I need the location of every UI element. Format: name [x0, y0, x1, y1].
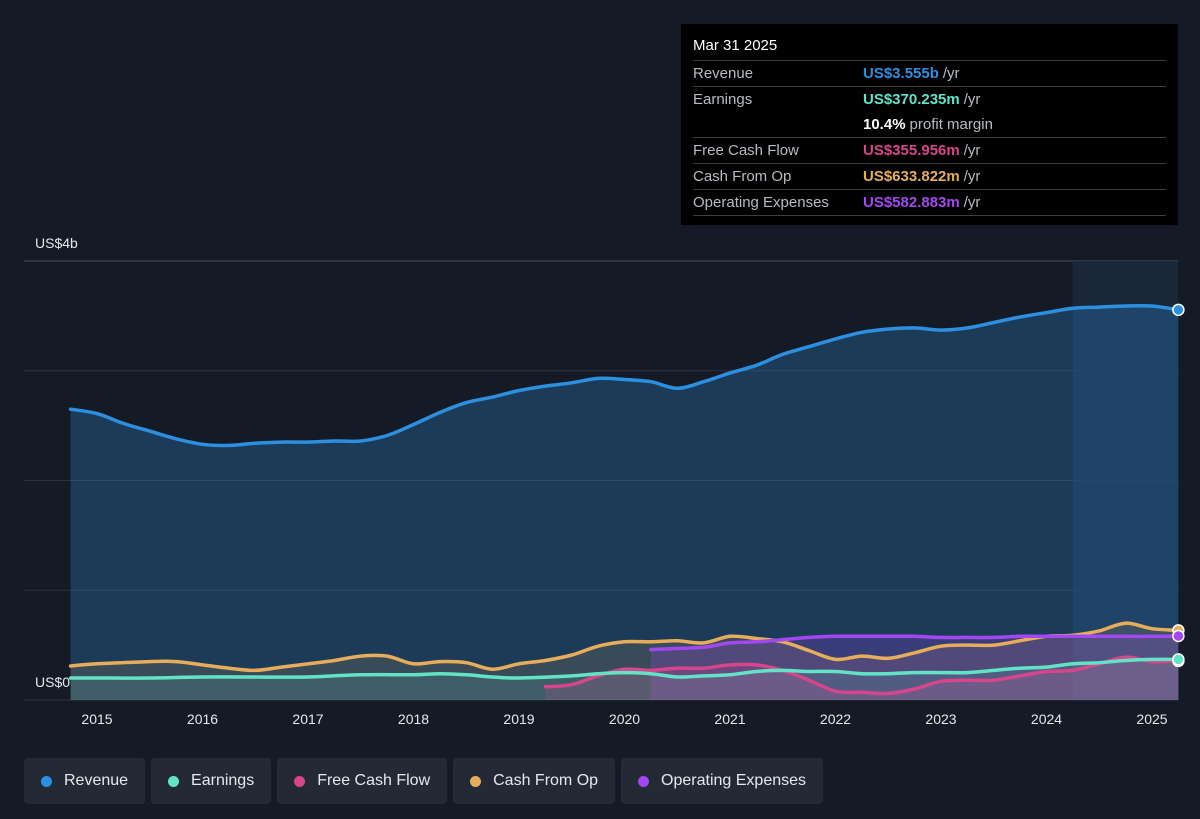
end-dot-revenue [1172, 303, 1185, 317]
tooltip-row-free-cash-flow: Free Cash Flow US$355.956m /yr [693, 137, 1166, 163]
end-dot-operating-expenses [1172, 629, 1185, 643]
end-dot-earnings [1172, 653, 1185, 666]
tooltip-unit: /yr [963, 91, 981, 108]
grid-lines [24, 260, 1178, 701]
tooltip-panel: Mar 31 2025 Revenue US$3.555b /yr Earnin… [681, 24, 1178, 225]
series-line-earnings [68, 657, 1181, 680]
series-areas [70, 305, 1179, 700]
legend-label: Revenue [64, 772, 129, 789]
legend-item-earnings[interactable]: Earnings [151, 758, 272, 804]
legend-item-revenue[interactable]: Revenue [24, 758, 146, 804]
tooltip-unit: /yr [963, 142, 981, 159]
x-tick-label: 2021 [714, 711, 745, 727]
tooltip-date: Mar 31 2025 [693, 37, 778, 54]
past-year-band [1072, 261, 1178, 700]
tooltip-label: Revenue [693, 65, 754, 82]
tooltip-value: 10.4% [863, 116, 906, 133]
x-tick-label: 2019 [503, 711, 534, 727]
legend-dot-icon [638, 775, 650, 787]
x-axis-ticks: 2015 2016 2017 2018 2019 2020 2021 2022 2023 2024… [81, 711, 1167, 727]
series-line-cash-from-op [68, 621, 1181, 673]
x-tick-label: 2023 [925, 711, 956, 727]
legend-item-free-cash-flow[interactable]: Free Cash Flow [277, 758, 448, 804]
series-end-markers [1172, 303, 1185, 668]
tooltip-unit: /yr [963, 168, 981, 185]
tooltip-value: US$633.822m [863, 168, 960, 185]
series-area-free-cash-flow [545, 657, 1179, 700]
tooltip-row-earnings: Earnings US$370.235m /yr [693, 86, 1166, 112]
tooltip-label: Earnings [693, 91, 753, 108]
past-year-highlight [1072, 261, 1178, 700]
y-axis-bottom-label: US$0 [35, 674, 70, 690]
x-tick-label: 2020 [609, 711, 640, 727]
legend-dot-icon [168, 775, 180, 787]
x-tick-label: 2025 [1136, 711, 1167, 727]
series-line-operating-expenses [649, 634, 1181, 652]
tooltip-row-cash-from-op: Cash From Op US$633.822m /yr [693, 163, 1166, 189]
tooltip-value: US$355.956m [863, 142, 960, 159]
legend-item-operating-expenses[interactable]: Operating Expenses [621, 758, 824, 804]
tooltip-value: US$370.235m [863, 91, 960, 108]
legend-dot-icon [41, 775, 52, 787]
series-area-revenue [70, 305, 1179, 700]
legend-label: Operating Expenses [661, 772, 807, 789]
series-area-operating-expenses [650, 636, 1179, 700]
tooltip-unit: profit margin [909, 116, 993, 133]
tooltip-unit: /yr [963, 194, 981, 211]
legend-dot-icon [470, 775, 482, 787]
legend-label: Free Cash Flow [317, 772, 431, 789]
series-line-free-cash-flow [543, 655, 1181, 696]
x-tick-label: 2016 [187, 711, 218, 727]
x-tick-label: 2018 [398, 711, 429, 727]
series-area-earnings [70, 659, 1179, 700]
tooltip-value: US$582.883m [863, 194, 960, 211]
x-tick-label: 2022 [820, 711, 851, 727]
legend-dot-icon [294, 775, 306, 787]
x-tick-label: 2015 [81, 711, 112, 727]
tooltip-label: Cash From Op [693, 168, 792, 185]
tooltip-row-operating-expenses: Operating Expenses US$582.883m /yr [693, 189, 1166, 216]
tooltip-value: US$3.555b [863, 65, 939, 82]
tooltip-label: Free Cash Flow [693, 142, 799, 159]
legend-label: Cash From Op [493, 772, 599, 789]
tooltip-label: Operating Expenses [693, 194, 829, 211]
legend-label: Earnings [191, 772, 255, 789]
legend-item-cash-from-op[interactable]: Cash From Op [453, 758, 616, 804]
series-lines [68, 303, 1181, 696]
x-tick-label: 2024 [1031, 711, 1062, 727]
tooltip-row-profit-margin: 10.4% profit margin [693, 112, 1166, 137]
tooltip-unit: /yr [942, 65, 960, 82]
x-tick-label: 2017 [292, 711, 323, 727]
series-area-cash-from-op [70, 623, 1179, 700]
y-axis-top-label: US$4b [35, 235, 78, 251]
series-line-revenue [68, 303, 1181, 448]
chart-legend: Revenue Earnings Free Cash Flow Cash Fro… [24, 758, 829, 804]
tooltip-row-revenue: Revenue US$3.555b /yr [693, 60, 1166, 86]
